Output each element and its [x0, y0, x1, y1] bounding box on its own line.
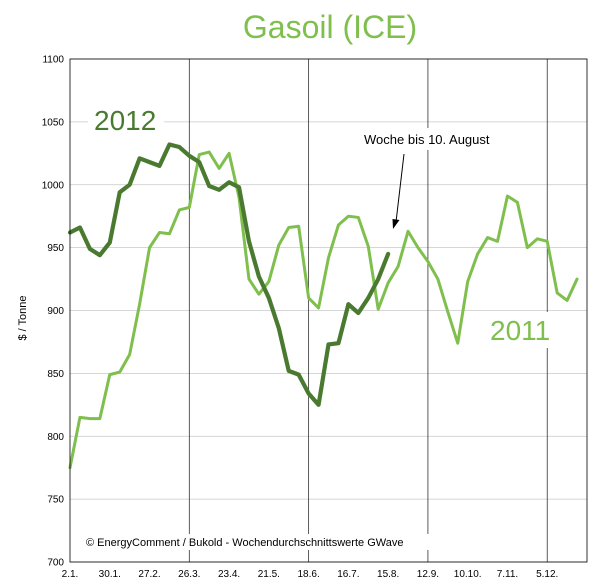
y-tick-label: 1000 — [42, 180, 65, 191]
x-tick-label: 23.4. — [218, 569, 240, 580]
y-axis-ticks: 700 750 800 850 900 950 1000 1050 1100 — [42, 55, 65, 569]
annotation-background — [356, 128, 528, 150]
x-axis-ticks: 2.1. 30.1. 27.2. 26.3. 23.4. 21.5. 18.6. 16.7. 1… — [62, 569, 559, 580]
chart-title: Gasoil (ICE) — [243, 9, 417, 45]
y-tick-label: 950 — [47, 243, 64, 254]
x-tick-label: 12.9. — [417, 569, 439, 580]
y-tick-label: 800 — [47, 432, 64, 443]
y-tick-label: 1050 — [42, 117, 65, 128]
credit-background — [82, 534, 442, 550]
series-lines — [67, 142, 579, 470]
series-line-2011 — [68, 150, 579, 470]
x-tick-label: 2.1. — [62, 569, 79, 580]
x-tick-label: 18.6. — [297, 569, 319, 580]
y-tick-label: 750 — [47, 495, 64, 506]
series-label-2011-background — [484, 312, 564, 348]
x-tick-label: 27.2. — [138, 569, 160, 580]
series-line-2012 — [67, 142, 391, 407]
x-tick-label: 5.12. — [536, 569, 558, 580]
x-tick-label: 21.5. — [258, 569, 280, 580]
x-tick-label: 26.3. — [178, 569, 200, 580]
credit-text: © EnergyComment / Bukold - Wochendurchsc… — [86, 537, 403, 549]
y-tick-label: 850 — [47, 369, 64, 380]
y-axis-label: $ / Tonne — [17, 295, 29, 340]
series-label-2012: 2012 — [94, 105, 156, 136]
series-label-2011: 2011 — [490, 315, 550, 346]
plot-frame — [69, 58, 588, 563]
y-tick-label: 1100 — [42, 55, 64, 66]
annotation-week-text: Woche bis 10. August — [364, 132, 490, 147]
series-label-2012-background — [88, 100, 164, 136]
y-tick-label: 900 — [47, 306, 64, 317]
x-tick-label: 15.8. — [377, 569, 399, 580]
y-tick-label: 700 — [47, 558, 64, 569]
x-tick-label: 30.1. — [99, 569, 121, 580]
x-tick-label: 16.7. — [337, 569, 359, 580]
x-tick-label: 7.11. — [497, 569, 519, 580]
x-tick-label: 10.10. — [454, 569, 482, 580]
annotation-arrow — [392, 153, 405, 229]
